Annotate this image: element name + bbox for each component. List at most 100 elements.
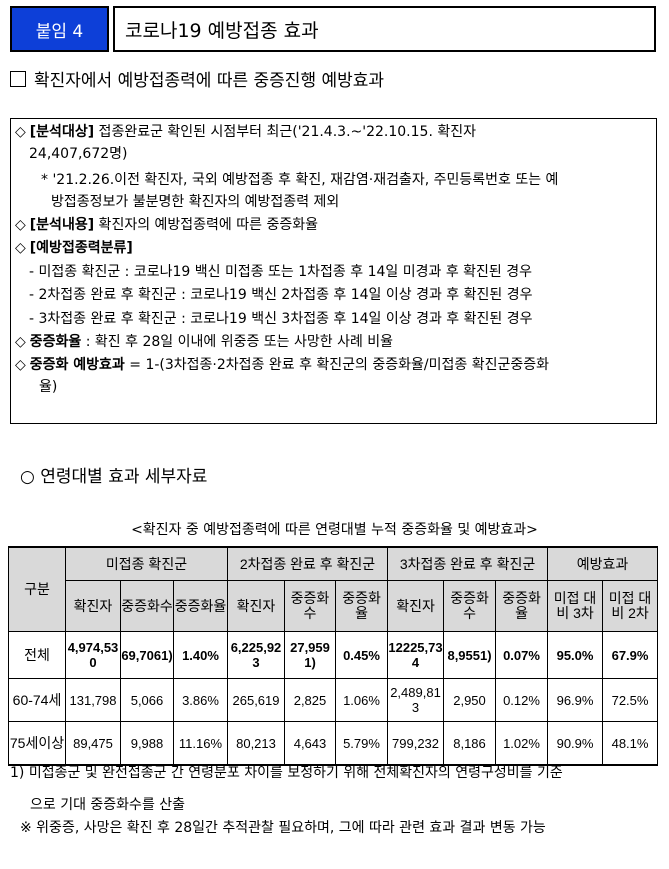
table-cell: 8,9551)	[443, 631, 497, 679]
diamond-bullet-icon: ◇	[15, 217, 26, 233]
subheader-cell: 중증화율	[495, 580, 549, 632]
diamond-bullet-icon: ◇	[15, 240, 26, 256]
page-title: 코로나19 예방접종 효과	[113, 6, 656, 52]
box-line-text: - 3차접종 완료 후 확진군 : 코로나19 백신 3차접종 후 14일 이상…	[29, 311, 533, 327]
table-cell: 0.12%	[495, 678, 549, 722]
row-label: 전체	[8, 631, 66, 679]
table-cell: 48.1%	[602, 721, 659, 766]
box-line-text: * '21.2.26.이전 확진자, 국외 예방접종 후 확진, 재감염·재검출…	[41, 172, 559, 188]
table-cell: 72.5%	[602, 678, 659, 722]
table-cell: 1.02%	[495, 721, 549, 766]
footnote-1-cont: 으로 기대 중증화수를 산출	[30, 797, 186, 813]
diamond-bullet-icon: ◇	[15, 357, 26, 373]
subheader-cell: 확진자	[65, 580, 121, 632]
table-row: 60-74세 131,798 5,066 3.86% 265,619 2,825 1.06%…	[8, 678, 659, 722]
table-cell: 96.9%	[547, 678, 604, 722]
age-group-effect-table: 구분 미접종 확진군 2차접종 완료 후 확진군 3차접종 완료 후 확진군 예…	[8, 546, 659, 766]
box-line: ◇ [분석대상] 접종완료군 확인된 시점부터 최근('21.4.3.~'22.1…	[15, 121, 476, 143]
box-line-label: [분석내용]	[29, 217, 95, 233]
table-cell: 0.07%	[495, 631, 549, 679]
table-cell: 1.06%	[334, 678, 389, 722]
page-header: 붙임 4 코로나19 예방접종 효과	[10, 6, 656, 52]
box-line: 율)	[39, 376, 57, 398]
box-line: ◇ 중증화율 : 확진 후 28일 이내에 위중증 또는 사망한 사례 비율	[15, 331, 393, 353]
table-cell: 5.79%	[334, 721, 389, 766]
subheader-cell: 중증화수	[284, 580, 336, 632]
section-heading-2: ○ 연령대별 효과 세부자료	[20, 467, 208, 487]
box-line: - 2차접종 완료 후 확진군 : 코로나19 백신 2차접종 후 14일 이상…	[29, 284, 532, 306]
table-cell: 3.86%	[173, 678, 228, 722]
row-label: 60-74세	[8, 678, 66, 722]
subheader-cell: 중증화율	[173, 580, 228, 632]
table-cell: 131,798	[65, 678, 121, 722]
box-line: 24,407,672명)	[29, 143, 128, 165]
subheader-cell: 중증화율	[334, 580, 389, 632]
diamond-bullet-icon: ◇	[15, 124, 26, 140]
table-cell: 9,988	[120, 721, 174, 766]
table-cell: 69,7061)	[120, 631, 174, 679]
square-bullet-icon	[10, 70, 26, 87]
analysis-summary-box: ◇ [분석대상] 접종완료군 확인된 시점부터 최근('21.4.3.~'22.1…	[10, 118, 657, 424]
subheader-cell: 미접 대비 2차	[602, 580, 659, 632]
table-caption: <확진자 중 예방접종력에 따른 연령대별 누적 중증화율 및 예방효과>	[131, 522, 538, 538]
box-line-text: - 미접종 확진군 : 코로나19 백신 미접종 또는 1차접종 후 14일 미…	[29, 264, 533, 280]
table-cell: 90.9%	[547, 721, 604, 766]
footnote-1: 1) 미접종군 및 완전접종군 간 연령분포 차이를 보정하기 위해 전체확진자…	[10, 765, 563, 781]
table-cell: 11.16%	[173, 721, 228, 766]
table-cell: 80,213	[227, 721, 285, 766]
table-cell: 265,619	[227, 678, 285, 722]
table-cell: 6,225,923	[227, 631, 285, 679]
box-line: 방접종정보가 불분명한 확진자의 예방접종력 제외	[51, 191, 339, 213]
table-row: 75세이상 89,475 9,988 11.16% 80,213 4,643 5.79% 79…	[8, 721, 659, 766]
box-line: - 미접종 확진군 : 코로나19 백신 미접종 또는 1차접종 후 14일 미…	[29, 261, 532, 283]
row-label: 75세이상	[8, 721, 66, 766]
box-line-label: [분석대상]	[29, 124, 95, 140]
table-cell: 67.9%	[602, 631, 659, 679]
table-cell: 8,186	[443, 721, 497, 766]
header-category: 구분	[8, 546, 66, 632]
header-effect: 예방효과	[547, 546, 659, 581]
subheader-cell: 확진자	[387, 580, 445, 632]
box-line: * '21.2.26.이전 확진자, 국외 예방접종 후 확진, 재감염·재검출…	[41, 169, 558, 191]
table-cell: 5,066	[120, 678, 174, 722]
diamond-bullet-icon: ◇	[15, 334, 26, 350]
table-cell: 2,825	[284, 678, 336, 722]
box-line-text: 접종완료군 확인된 시점부터 최근('21.4.3.~'22.10.15. 확진…	[94, 124, 476, 140]
box-line-text: 확진자의 예방접종력에 따른 중증화율	[94, 217, 318, 233]
table-cell: 27,9591)	[284, 631, 336, 679]
box-line: ◇ [예방접종력분류]	[15, 237, 133, 259]
box-line-text: 24,407,672명)	[29, 146, 128, 162]
table-cell: 4,974,530	[65, 631, 121, 679]
table-cell: 2,489,813	[387, 678, 445, 722]
box-line: ◇ [분석내용] 확진자의 예방접종력에 따른 중증화율	[15, 214, 318, 236]
box-line: ◇ 중증화 예방효과 = 1-(3차접종·2차접종 완료 후 확진군의 중증화율/…	[15, 354, 549, 376]
box-line: - 3차접종 완료 후 확진군 : 코로나19 백신 3차접종 후 14일 이상…	[29, 308, 532, 330]
footnote-2: ※ 위중증, 사망은 확진 후 28일간 추적관찰 필요하며, 그에 따라 관련…	[20, 820, 546, 836]
table-cell: 95.0%	[547, 631, 604, 679]
table-cell: 89,475	[65, 721, 121, 766]
attachment-badge: 붙임 4	[10, 6, 109, 52]
header-dose3: 3차접종 완료 후 확진군	[387, 546, 549, 581]
box-line-text: = 1-(3차접종·2차접종 완료 후 확진군의 중증화율/미접종 확진군중증화	[124, 357, 549, 373]
table-cell: 12225,734	[387, 631, 445, 679]
subheader-cell: 중증화수	[443, 580, 497, 632]
subheader-cell: 중증화수	[120, 580, 174, 632]
table-row: 전체 4,974,530 69,7061) 1.40% 6,225,923 27,9591…	[8, 631, 659, 679]
table-cell: 799,232	[387, 721, 445, 766]
box-line-text: : 확진 후 28일 이내에 위중증 또는 사망한 사례 비율	[81, 334, 394, 350]
table-cell: 2,950	[443, 678, 497, 722]
box-line-text: 율)	[39, 379, 58, 395]
box-line-label: 중증화율	[29, 334, 82, 350]
box-line-label: 중증화 예방효과	[29, 357, 125, 373]
header-dose2: 2차접종 완료 후 확진군	[226, 546, 389, 581]
box-line-text: - 2차접종 완료 후 확진군 : 코로나19 백신 2차접종 후 14일 이상…	[29, 287, 533, 303]
box-line-text: 방접종정보가 불분명한 확진자의 예방접종력 제외	[51, 194, 340, 210]
table-cell: 1.40%	[173, 631, 228, 679]
table-cell: 0.45%	[334, 631, 389, 679]
section-1-title: 확진자에서 예방접종력에 따른 중증진행 예방효과	[34, 71, 385, 91]
header-unvaccinated: 미접종 확진군	[65, 546, 228, 581]
table-cell: 4,643	[284, 721, 336, 766]
section-heading-1: 확진자에서 예방접종력에 따른 중증진행 예방효과	[10, 66, 384, 91]
box-line-label: [예방접종력분류]	[29, 240, 133, 256]
subheader-cell: 확진자	[227, 580, 285, 632]
